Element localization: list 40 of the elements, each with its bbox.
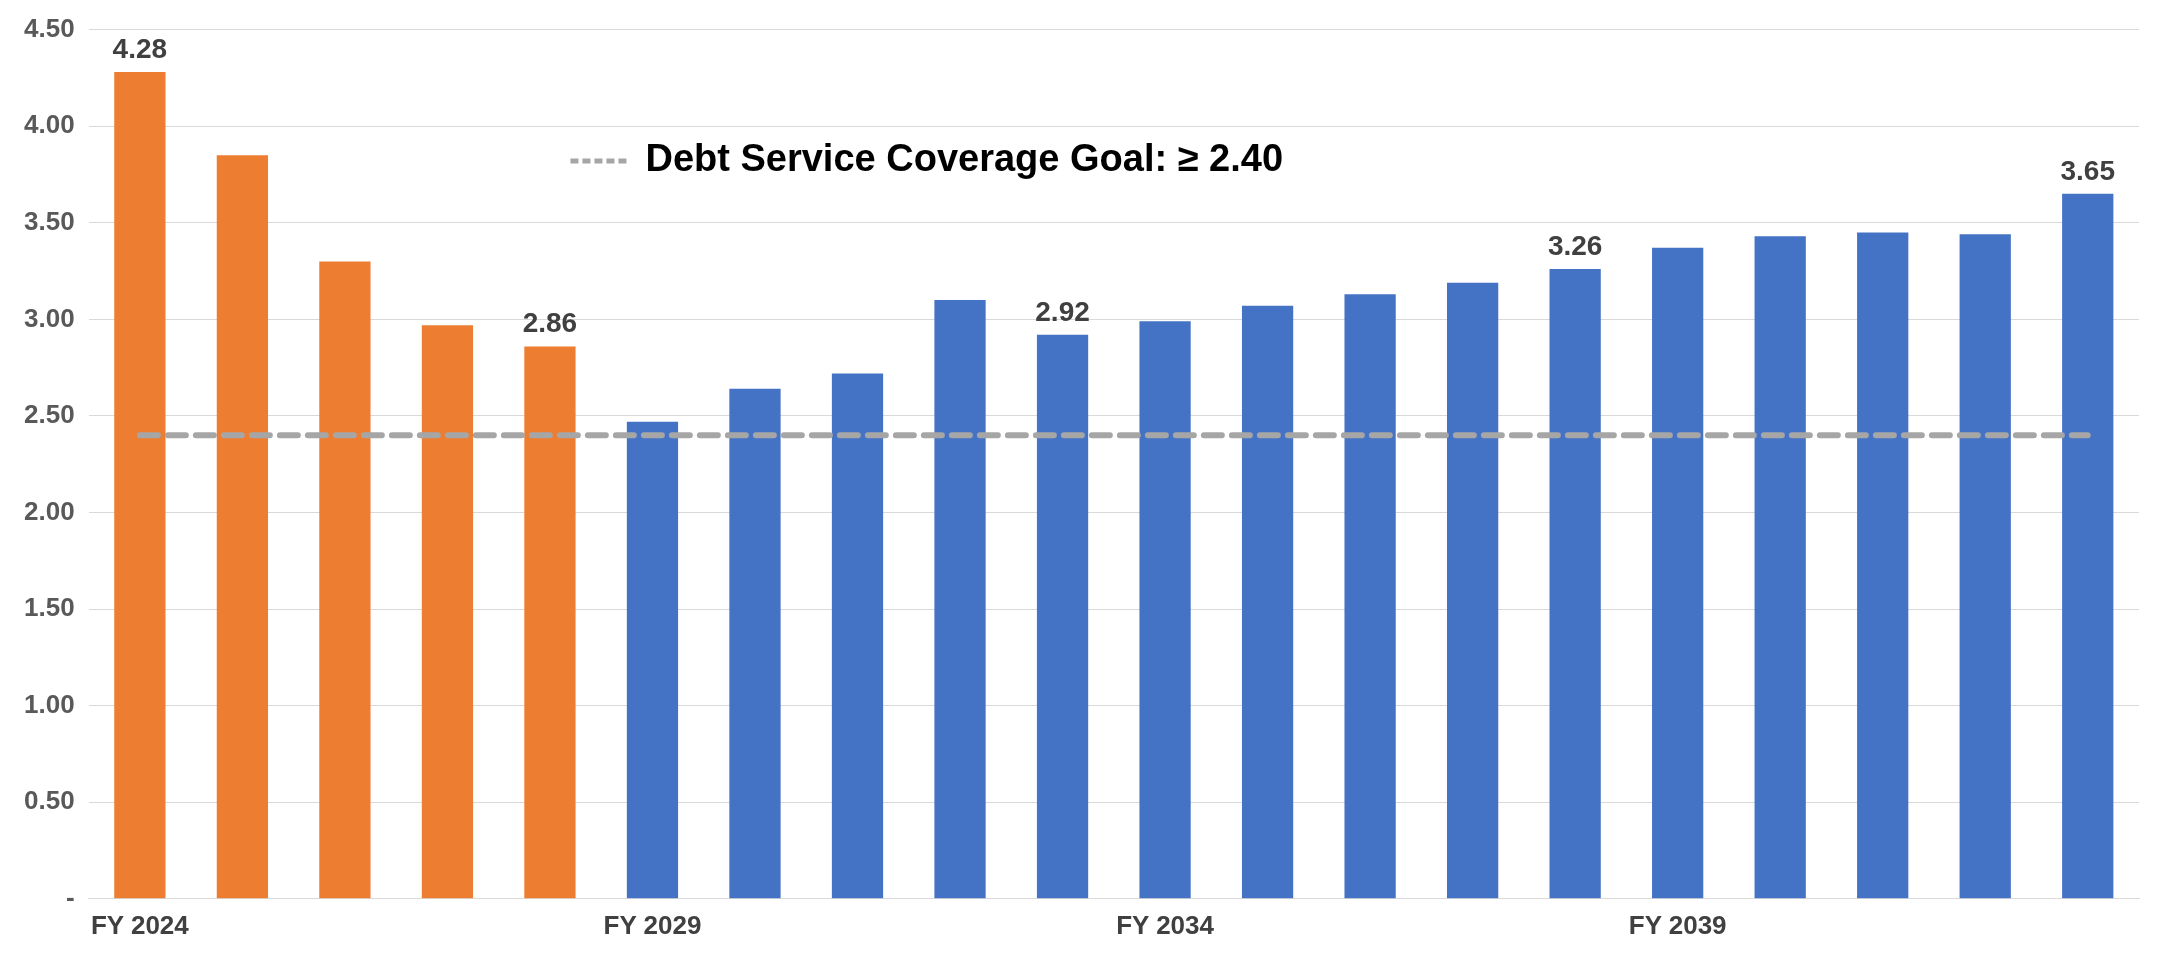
bar [831, 373, 884, 899]
bar [216, 155, 269, 899]
x-tick-label: FY 2039 [1628, 909, 1727, 940]
bar [1652, 247, 1704, 899]
data-label: 3.26 [1547, 229, 1603, 261]
y-tick-label: 1.50 [23, 592, 75, 623]
data-label: 2.92 [1035, 295, 1090, 327]
data-label: 3.65 [2060, 154, 2115, 186]
bar [1549, 269, 1601, 899]
y-tick-label: 4.00 [23, 109, 75, 140]
y-tick-label: 2.50 [23, 399, 75, 430]
data-label: 2.86 [522, 307, 578, 339]
x-tick-label: FY 2029 [603, 909, 702, 940]
x-tick-label: FY 2024 [90, 909, 190, 940]
y-tick-label: 0.50 [23, 785, 75, 816]
bar [1754, 236, 1806, 899]
y-tick-label: 2.00 [23, 495, 75, 526]
bar [1241, 305, 1294, 899]
x-tick-label: FY 2034 [1116, 909, 1215, 940]
y-tick-label: 3.00 [23, 302, 75, 333]
bar [1857, 232, 1909, 899]
data-label: 4.28 [112, 32, 168, 64]
y-tick-label: 1.00 [23, 688, 75, 719]
bar [2062, 193, 2114, 899]
bar [1036, 334, 1089, 899]
bar [1446, 282, 1499, 899]
bar [1959, 234, 2011, 899]
bar [421, 325, 474, 899]
bar [1139, 321, 1191, 899]
bar [114, 72, 166, 899]
y-tick-label: 4.50 [23, 12, 75, 43]
bar [729, 388, 781, 899]
bar [319, 261, 371, 899]
y-tick-label: - [65, 881, 75, 912]
bar [1344, 294, 1396, 899]
bar [524, 346, 576, 899]
bar [934, 300, 986, 899]
y-tick-label: 3.50 [23, 205, 75, 236]
legend-label: Debt Service Coverage Goal: ≥ 2.40 [645, 137, 1284, 180]
bar [626, 421, 679, 899]
